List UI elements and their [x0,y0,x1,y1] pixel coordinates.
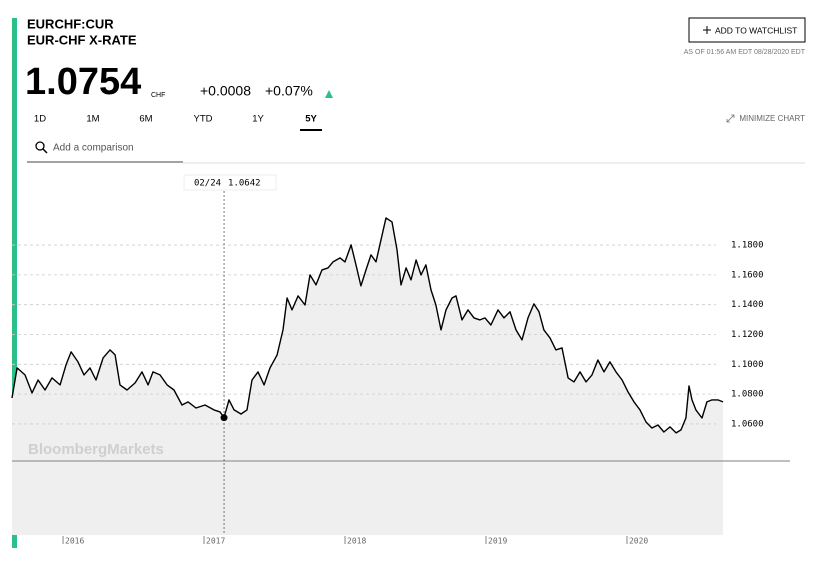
as-of: AS OF 01:56 AM EDT 08/28/2020 EDT [684,49,806,56]
x-tick-label: 2016 [65,537,84,546]
crosshair-dot [220,414,228,422]
symbol: EURCHF:CUR [27,16,114,31]
watchlist-button[interactable]: ADD TO WATCHLIST [688,17,806,43]
search-icon [35,141,45,151]
tabs: 1D 1M 6M YTD 1Y 5Y [34,114,322,131]
tab[interactable]: 5Y [305,114,317,125]
plus-icon [703,26,711,34]
y-tick-label: 1.1400 [731,300,764,310]
minimize-chart[interactable]: MINIMIZE CHART [739,114,805,123]
tab[interactable]: YTD [194,114,213,125]
tab[interactable]: 1M [86,114,99,125]
change: +0.0008 [200,83,251,99]
y-tick-label: 1.1200 [731,330,764,340]
up-arrow [325,90,333,98]
plot: BloombergMarkets 1.0600 1.0800 1.1000 1.1200… [11,174,790,546]
y-tick-label: 1.1000 [731,360,764,370]
instrument-name: EUR-CHF X-RATE [27,32,137,47]
price-line [11,217,724,434]
tab[interactable]: 6M [139,114,152,125]
search-placeholder[interactable]: Add a comparison [53,143,134,154]
x-tick-label: 2019 [488,537,507,546]
tooltip-bg [183,174,277,191]
tooltip-value: 1.0642 [228,179,261,189]
button-label[interactable]: ADD TO WATCHLIST [715,25,797,35]
x-tick-label: 2017 [206,537,225,546]
area [12,217,723,535]
accent-bar [12,18,17,548]
search-icon-handle [42,148,48,154]
y-tick-label: 1.1800 [731,241,764,251]
tab[interactable]: 1D [34,114,46,125]
tooltip-date: 02/24 [194,179,221,189]
change-pct: +0.07% [265,83,313,99]
x-tick-label: 2020 [629,537,648,546]
y-tick-label: 1.0600 [731,419,764,429]
y-tick-label: 1.0800 [731,390,764,400]
x-tick-label: 2018 [347,537,366,546]
price: 1.0754 [25,61,141,103]
y-tick-label: 1.1600 [731,270,764,280]
minimize-icon[interactable] [726,114,735,123]
tab[interactable]: 1Y [252,114,264,125]
watermark: BloombergMarkets [28,441,164,458]
currency: CHF [151,92,165,99]
